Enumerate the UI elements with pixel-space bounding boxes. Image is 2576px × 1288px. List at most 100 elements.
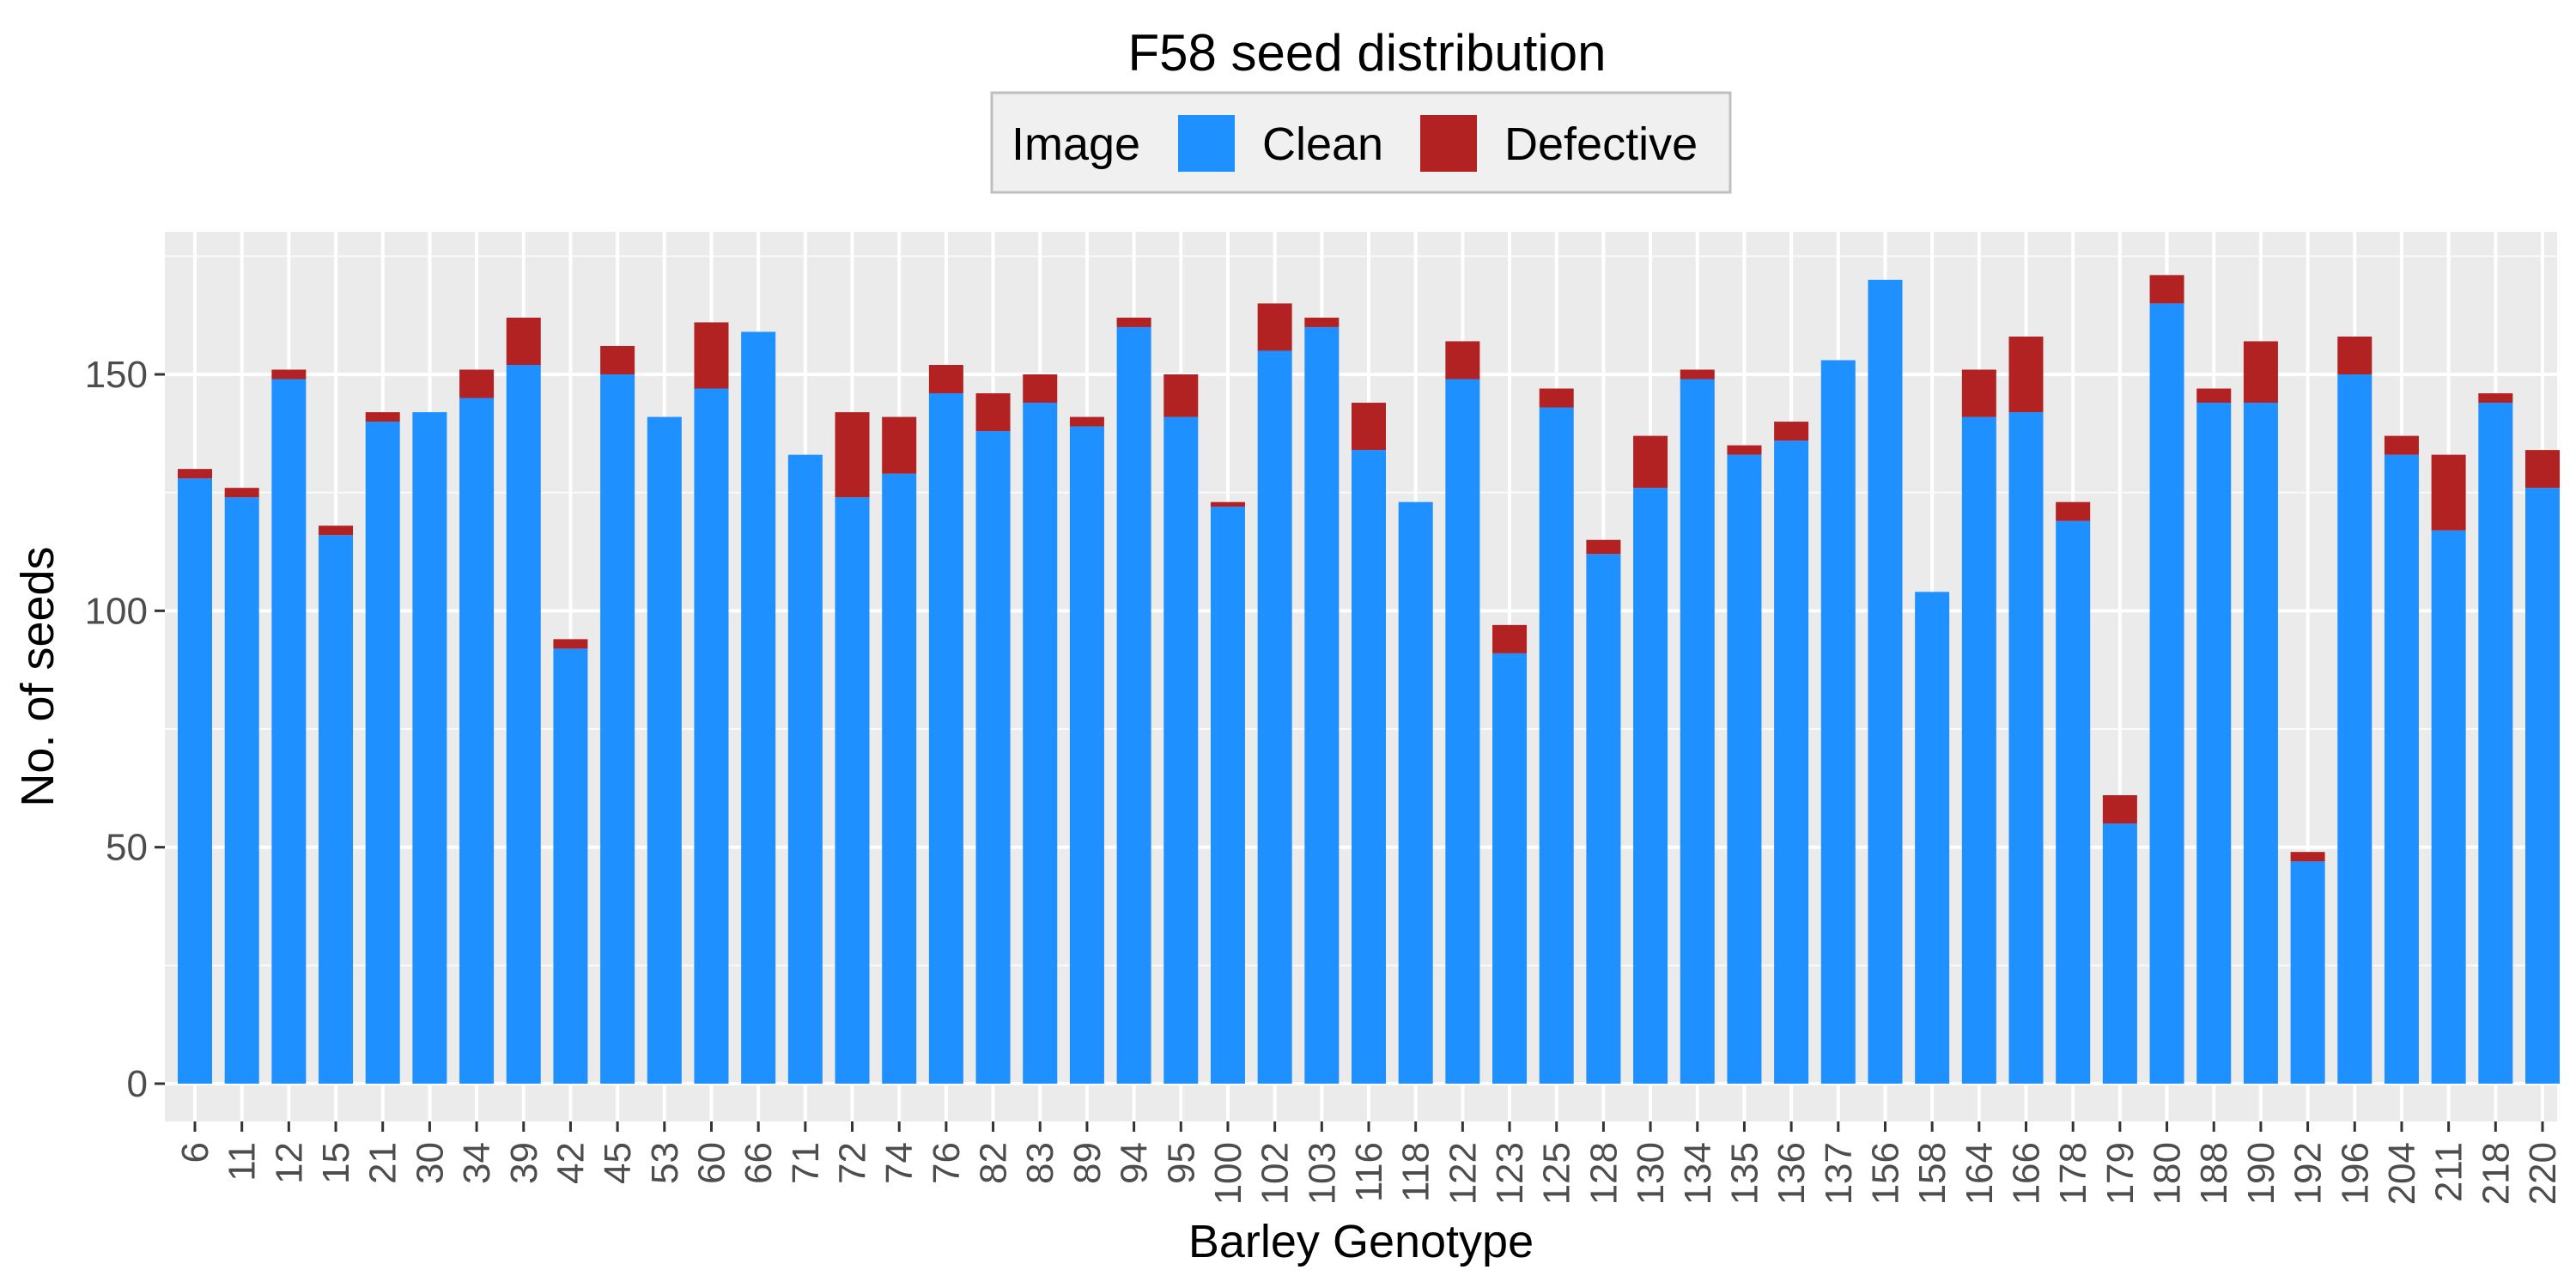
bar-clean [1069,426,1104,1084]
bar-clean [787,454,823,1084]
x-tick-label: 116 [1348,1142,1390,1202]
x-tick-label: 53 [644,1142,686,1184]
bar-defective [694,322,729,389]
bar-defective [1586,539,1621,555]
bar-defective [928,364,963,394]
bar-clean [1023,403,1058,1084]
legend-title: Image [1012,118,1140,170]
bar-clean [271,379,307,1084]
x-tick-label: 190 [2240,1142,2282,1205]
bar-defective [2102,795,2137,824]
bar-clean [1445,379,1480,1084]
x-tick-label: 95 [1160,1142,1202,1184]
bar-defective [1633,435,1668,489]
bar-defective [1492,624,1528,653]
x-tick-label: 128 [1583,1142,1625,1205]
x-tick-label: 134 [1677,1142,1719,1205]
legend-label-clean: Clean [1262,118,1383,170]
bar-clean [1586,554,1621,1084]
bar-clean [459,398,495,1084]
bar-defective [365,412,400,422]
bar-defective [1304,317,1340,327]
x-axis: 6 11 12 15 21 30 34 39 42 45 53 60 66 71 72 74 76 82 83 89 9… [174,1121,2564,1205]
x-tick-label: 72 [832,1142,874,1184]
bar-defective [882,416,917,474]
x-tick-label: 21 [362,1142,404,1184]
bar-clean [835,497,870,1084]
bar-clean [2525,488,2560,1084]
x-tick-label: 192 [2287,1142,2330,1205]
bar-defective [1069,416,1104,427]
x-tick-label: 71 [785,1142,827,1184]
x-tick-label: 156 [1864,1142,1906,1205]
x-tick-label: 166 [2006,1142,2048,1205]
bar-clean [2431,530,2466,1084]
bar-clean [1774,440,1809,1084]
bar-clean [2056,520,2091,1084]
bar-clean [2149,303,2184,1084]
bar-clean [2196,403,2232,1084]
x-tick-label: 76 [926,1142,968,1184]
bar-clean [928,393,963,1084]
bar-defective [1445,341,1480,380]
bar-defective [2431,454,2466,531]
bar-clean [1304,326,1340,1084]
x-tick-label: 82 [973,1142,1015,1184]
bar-clean [224,497,259,1084]
bar-defective [600,345,635,374]
bar-clean [1961,416,1996,1084]
bar-defective [2008,336,2044,413]
bar-clean [1210,507,1245,1084]
bar-clean [2384,454,2419,1084]
x-tick-label: 34 [456,1142,498,1184]
y-tick-label: 50 [106,827,148,869]
x-tick-label: 42 [550,1142,592,1184]
x-tick-label: 123 [1489,1142,1531,1205]
bar-clean [178,478,212,1084]
bar-defective [178,469,212,479]
bar-defective [975,393,1011,432]
x-tick-label: 11 [222,1142,264,1182]
bar-defective [1352,403,1386,451]
bar-clean [1163,416,1199,1084]
x-axis-title: Barley Genotype [1188,1216,1534,1267]
bar-defective [2525,450,2560,489]
bar-defective [1961,369,1996,417]
x-tick-label: 178 [2052,1142,2094,1205]
bar-defective [2243,341,2278,404]
bar-clean [2102,823,2137,1084]
x-tick-label: 180 [2147,1142,2189,1205]
chart-title: F58 seed distribution [1128,24,1607,82]
x-tick-label: 74 [878,1142,920,1184]
bar-clean [694,388,729,1084]
bar-clean [882,473,917,1084]
x-tick-label: 94 [1114,1142,1156,1184]
x-tick-label: 66 [738,1142,780,1184]
bar-clean [506,364,541,1084]
x-tick-label: 122 [1442,1142,1484,1205]
bar-defective [1539,388,1574,408]
bar-defective [2149,275,2184,304]
x-tick-label: 83 [1019,1142,1061,1184]
bar-defective [271,369,307,380]
bar-clean [1539,407,1574,1084]
x-tick-label: 30 [409,1142,451,1184]
x-tick-label: 6 [174,1142,216,1163]
x-tick-label: 102 [1255,1142,1297,1205]
x-tick-label: 103 [1301,1142,1343,1205]
bar-defective [1116,317,1151,327]
bar-clean [1257,350,1292,1084]
x-tick-label: 211 [2428,1142,2470,1202]
bar-defective [319,526,354,536]
bar-clean [319,535,354,1084]
bar-defective [2056,501,2091,521]
bar-defective [224,488,259,498]
bar-clean [412,412,447,1084]
bar-defective [1163,374,1199,417]
x-tick-label: 188 [2193,1142,2235,1205]
x-tick-label: 137 [1818,1142,1860,1205]
x-tick-label: 130 [1630,1142,1672,1205]
bar-defective [1257,303,1292,351]
x-tick-label: 196 [2334,1142,2376,1205]
